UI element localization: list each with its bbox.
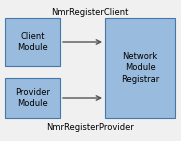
Text: Provider
Module: Provider Module [15, 88, 50, 108]
Text: NmrRegisterProvider: NmrRegisterProvider [46, 123, 134, 132]
Bar [5, 18, 60, 66]
Bar [5, 78, 60, 118]
Text: NmrRegisterClient: NmrRegisterClient [51, 8, 129, 17]
Text: Network
Module
Registrar: Network Module Registrar [121, 52, 159, 84]
Bar [105, 18, 175, 118]
Text: Client
Module: Client Module [17, 32, 48, 52]
